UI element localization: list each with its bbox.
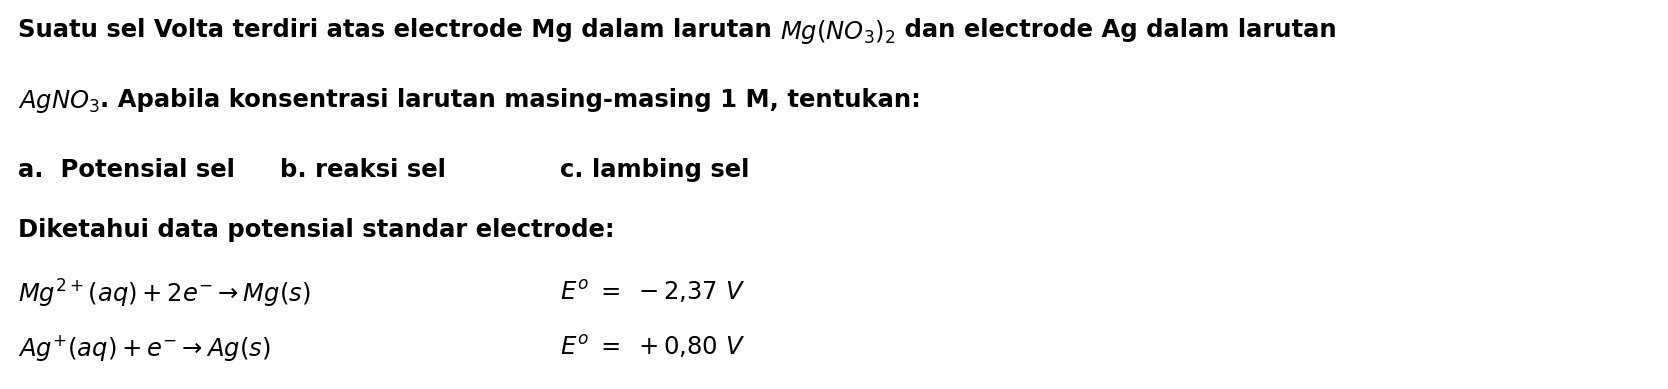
Text: $Mg(NO_3)_2$: $Mg(NO_3)_2$	[781, 18, 896, 46]
Text: b. reaksi sel: b. reaksi sel	[280, 158, 445, 182]
Text: Diketahui data potensial standar electrode:: Diketahui data potensial standar electro…	[18, 218, 614, 242]
Text: $Ag^{+}(aq) + e^{-} \rightarrow Ag(s)$: $Ag^{+}(aq) + e^{-} \rightarrow Ag(s)$	[18, 333, 270, 363]
Text: a.  Potensial sel: a. Potensial sel	[18, 158, 235, 182]
Text: Suatu sel Volta terdiri atas electrode Mg dalam larutan: Suatu sel Volta terdiri atas electrode M…	[18, 18, 781, 42]
Text: $Mg^{2+}(aq) + 2e^{-} \rightarrow Mg(s)$: $Mg^{2+}(aq) + 2e^{-} \rightarrow Mg(s)$	[18, 278, 310, 310]
Text: . Apabila konsentrasi larutan masing-masing 1 M, tentukan:: . Apabila konsentrasi larutan masing-mas…	[100, 88, 921, 112]
Text: dan electrode Ag dalam larutan: dan electrode Ag dalam larutan	[896, 18, 1336, 42]
Text: $AgNO_3$: $AgNO_3$	[18, 88, 100, 115]
Text: c. lambing sel: c. lambing sel	[560, 158, 749, 182]
Text: $E^o\ =\ +0{,}80\ V$: $E^o\ =\ +0{,}80\ V$	[560, 333, 746, 360]
Text: $E^o\ =\ -2{,}37\ V$: $E^o\ =\ -2{,}37\ V$	[560, 278, 746, 305]
